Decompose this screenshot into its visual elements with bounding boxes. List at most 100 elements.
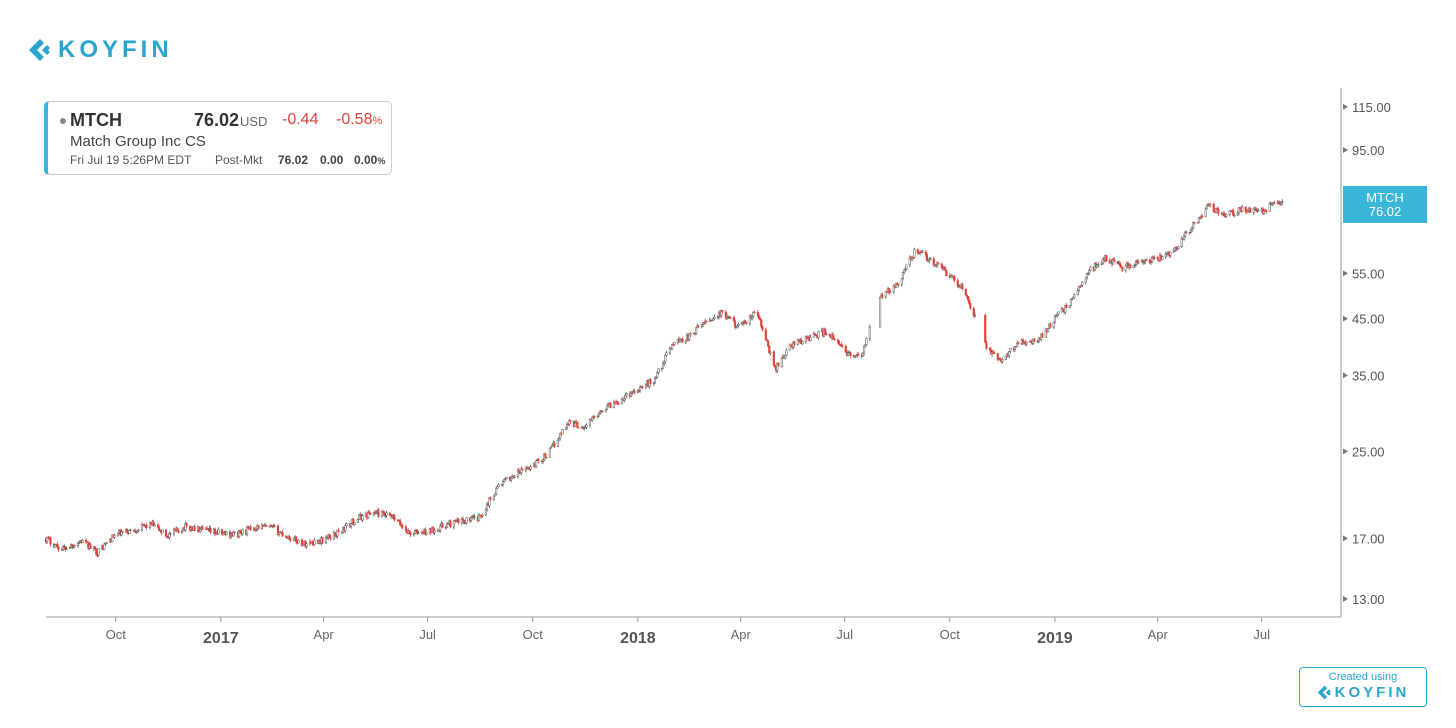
candle-body bbox=[924, 251, 927, 255]
candle-body bbox=[89, 544, 92, 549]
candle-body bbox=[1081, 281, 1084, 286]
candles-layer bbox=[44, 199, 1284, 558]
candle-body bbox=[901, 272, 904, 279]
candle-body bbox=[121, 531, 124, 533]
candle-body bbox=[900, 278, 903, 285]
candle-body bbox=[1004, 355, 1007, 360]
candle-body bbox=[996, 353, 999, 360]
candle-body bbox=[784, 354, 787, 359]
candle-body bbox=[865, 338, 868, 345]
candle-body bbox=[1016, 342, 1019, 348]
candle-body bbox=[617, 403, 620, 405]
candle-body bbox=[260, 525, 264, 530]
candle-body bbox=[284, 535, 287, 538]
candle-body bbox=[321, 537, 324, 543]
candle-body bbox=[744, 320, 747, 324]
created-using-badge[interactable]: Created using KOYFIN bbox=[1299, 667, 1427, 707]
candle-body bbox=[745, 322, 748, 325]
candle-body bbox=[404, 526, 407, 531]
candle-body bbox=[105, 542, 108, 544]
candle-body bbox=[129, 529, 132, 532]
candle-body bbox=[1088, 270, 1091, 274]
quote-card[interactable]: MTCH 76.02 USD -0.44 -0.58% Match Group … bbox=[44, 101, 392, 175]
candle-body bbox=[408, 530, 411, 533]
candle-body bbox=[495, 487, 498, 494]
candle-body bbox=[1129, 264, 1132, 269]
candle-body bbox=[761, 326, 764, 330]
candle-body bbox=[561, 429, 564, 435]
candle-body bbox=[925, 254, 928, 261]
candle-body bbox=[593, 416, 596, 418]
candle-body bbox=[705, 320, 708, 322]
candle-body bbox=[1212, 204, 1215, 212]
candle-body bbox=[1033, 338, 1036, 342]
candle-body bbox=[380, 511, 383, 517]
candle-body bbox=[1156, 257, 1159, 260]
candle-body bbox=[273, 525, 276, 528]
candle-body bbox=[439, 525, 442, 531]
candle-body bbox=[553, 442, 556, 447]
candle-body bbox=[644, 384, 647, 388]
candle-body bbox=[916, 249, 919, 253]
candle-body bbox=[1164, 254, 1167, 257]
koyfin-chevron-icon bbox=[29, 39, 50, 61]
quote-timestamp: Fri Jul 19 5:26PM EDT bbox=[70, 153, 192, 167]
candle-body bbox=[585, 424, 588, 428]
candle-body bbox=[751, 316, 754, 319]
candle-body bbox=[711, 319, 714, 322]
candle-body bbox=[591, 416, 594, 421]
candle-body bbox=[1192, 222, 1195, 229]
candle-body bbox=[785, 349, 788, 356]
candle-body bbox=[1076, 290, 1079, 296]
candle-body bbox=[537, 459, 540, 462]
candle-body bbox=[545, 457, 548, 459]
candle-body bbox=[1084, 277, 1087, 283]
candle-body bbox=[457, 518, 460, 523]
candle-body bbox=[1228, 210, 1231, 215]
candle-body bbox=[521, 468, 524, 471]
candle-body bbox=[857, 354, 860, 356]
candle-body bbox=[246, 527, 249, 535]
candle-body bbox=[493, 493, 497, 497]
candle-body bbox=[68, 547, 72, 550]
candle-body bbox=[780, 358, 783, 367]
koyfin-chevron-icon bbox=[1317, 685, 1331, 700]
y-tick-label: 115.00 bbox=[1352, 100, 1391, 115]
candle-body bbox=[56, 543, 59, 548]
candle-body bbox=[503, 479, 506, 482]
candle-body bbox=[1053, 315, 1056, 323]
candle-body bbox=[1073, 294, 1076, 298]
candle-body bbox=[249, 526, 252, 531]
x-tick-label: Jul bbox=[1253, 627, 1270, 642]
candle-body bbox=[513, 476, 516, 478]
candle-body bbox=[295, 536, 298, 543]
candle-body bbox=[1025, 342, 1028, 345]
candle-body bbox=[169, 533, 172, 535]
y-tick-arrow-icon bbox=[1343, 146, 1348, 153]
candle-body bbox=[665, 352, 668, 356]
x-tick-label: Apr bbox=[314, 627, 335, 642]
candle-body bbox=[409, 532, 412, 536]
candle-body bbox=[1064, 304, 1067, 313]
candle-body bbox=[1132, 265, 1135, 269]
candle-body bbox=[1236, 212, 1239, 216]
candle-body bbox=[388, 512, 391, 515]
candle-body bbox=[1153, 257, 1156, 259]
candle-body bbox=[809, 336, 812, 341]
x-tick-label: Jul bbox=[836, 627, 853, 642]
candle-body bbox=[844, 345, 847, 353]
candle-body bbox=[1008, 351, 1011, 357]
percent-sign: % bbox=[372, 115, 383, 127]
company-name: Match Group Inc CS bbox=[70, 133, 206, 150]
candle-body bbox=[928, 259, 931, 261]
candle-body bbox=[861, 352, 865, 357]
candle-body bbox=[884, 291, 887, 298]
candle-body bbox=[1097, 264, 1100, 266]
candle-body bbox=[1268, 203, 1271, 212]
candle-body bbox=[633, 391, 636, 393]
status-dot-icon bbox=[60, 118, 66, 124]
candle-body bbox=[684, 340, 687, 343]
candle-body bbox=[776, 362, 779, 371]
candle-body bbox=[656, 372, 659, 378]
